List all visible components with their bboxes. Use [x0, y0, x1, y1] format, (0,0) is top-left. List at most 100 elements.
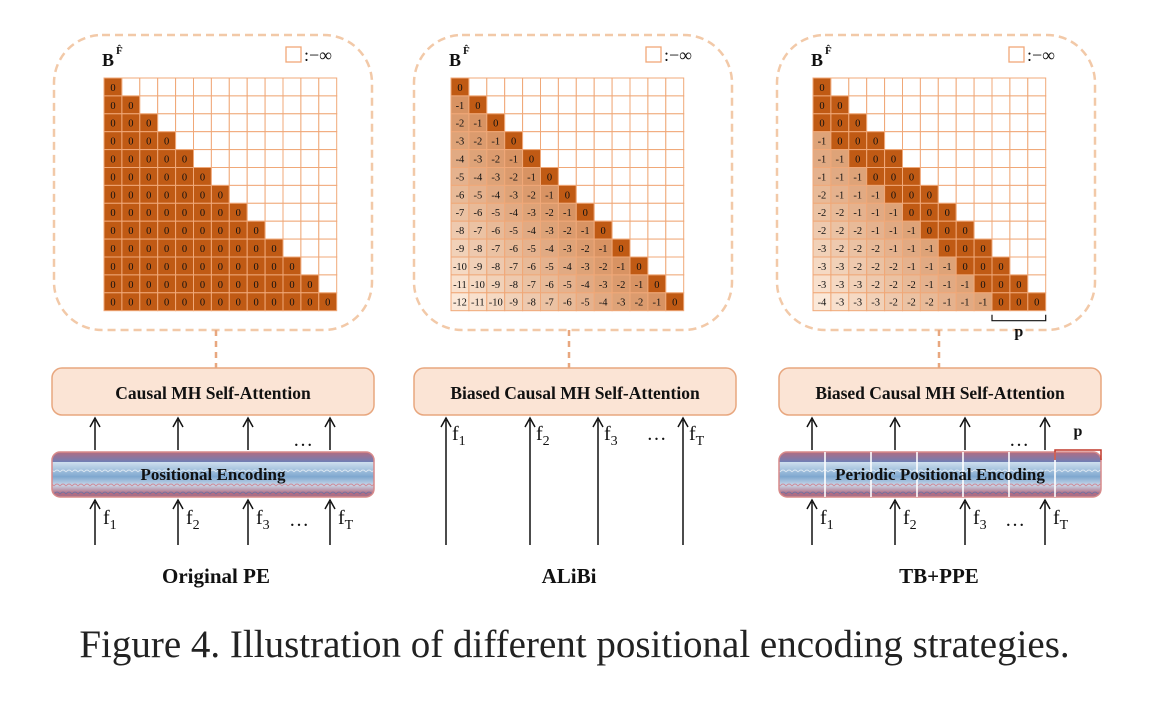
matrix-cell-value: 0 [618, 244, 623, 255]
matrix-cell-value: 0 [182, 208, 187, 219]
matrix-cell-masked [902, 77, 921, 97]
matrix-cell-masked [665, 274, 685, 294]
matrix-cell-value: 0 [891, 172, 896, 183]
matrix-cell-value: -9 [491, 280, 500, 291]
matrix-cell-masked [210, 95, 230, 115]
matrix-cell-value: 0 [182, 190, 187, 201]
matrix-container [52, 33, 374, 332]
matrix-cell-value: 0 [146, 154, 151, 165]
matrix-cell-masked [902, 131, 921, 151]
matrix-cell-masked [210, 149, 230, 169]
matrix-cell-masked [629, 184, 649, 204]
matrix-cell-value: -4 [456, 154, 465, 165]
matrix-cell-value: 0 [236, 280, 241, 291]
matrix-cell-value: 0 [236, 262, 241, 273]
matrix-cell-masked [318, 274, 338, 294]
matrix-cell-value: -8 [473, 244, 482, 255]
arrow-up-1-head [89, 416, 101, 428]
matrix-cell-value: -9 [473, 262, 482, 273]
matrix-cell-value: -7 [473, 226, 482, 237]
input-subscript: T [1060, 518, 1069, 533]
ellipsis-bottom: … [289, 509, 309, 531]
matrix-cell-value: -2 [871, 244, 880, 255]
bias-matrix: 0-1 0-2 -1 0-3 -2 -1 0-4 -3 -2 -1 0-5 -4 -3 -2 -1 0-6 -5… [450, 77, 685, 312]
matrix-container [412, 33, 734, 332]
matrix-cell-value: 0 [128, 137, 133, 148]
input-subscript: 2 [193, 518, 200, 533]
matrix-cell-masked [902, 149, 921, 169]
matrix-cell-masked [955, 149, 975, 169]
matrix-cell-value: 0 [980, 280, 985, 291]
matrix-cell-value: -1 [943, 280, 952, 291]
matrix-cell-value: -6 [473, 208, 482, 219]
matrix-cell-value: -2 [563, 226, 572, 237]
matrix-cell-value: 0 [218, 226, 223, 237]
matrix-cell-masked [157, 77, 177, 97]
period-label-encoding: p [1074, 423, 1083, 440]
matrix-cell-masked [1027, 131, 1047, 151]
matrix-cell-value: -1 [961, 298, 970, 309]
matrix-cell-value: -1 [635, 280, 644, 291]
input-subscript: 3 [611, 434, 618, 449]
matrix-cell-value: -1 [889, 244, 898, 255]
matrix-cell-value: 0 [909, 172, 914, 183]
matrix-cell-masked [228, 184, 248, 204]
matrix-cell-value: 0 [200, 208, 205, 219]
input-arrow-3-head [242, 498, 254, 510]
matrix-cell-value: 0 [583, 208, 588, 219]
matrix-cell-masked [540, 77, 559, 97]
matrix-cell-value: -3 [818, 280, 827, 291]
matrix-cell-value: 0 [819, 83, 824, 94]
matrix-title: B [102, 50, 114, 70]
matrix-cell-value: 0 [254, 280, 259, 291]
matrix-cell-value: 0 [200, 172, 205, 183]
arrow-up-2-head [889, 416, 901, 428]
input-subscript: 3 [980, 518, 987, 533]
matrix-cell-masked [1027, 202, 1047, 222]
matrix-cell-value: -9 [456, 244, 465, 255]
matrix-cell-masked [282, 113, 302, 133]
matrix-cell-value: 0 [182, 154, 187, 165]
matrix-cell-masked [973, 167, 993, 186]
matrix-cell-value: -1 [617, 262, 626, 273]
matrix-cell-masked [318, 256, 338, 276]
matrix-cell-value: -2 [545, 208, 554, 219]
matrix-cell-value: -7 [509, 262, 518, 273]
attention-label: Biased Causal MH Self-Attention [815, 383, 1065, 403]
matrix-cell-value: -2 [907, 280, 916, 291]
matrix-cell-masked [318, 202, 338, 222]
matrix-cell-value: -1 [925, 244, 934, 255]
matrix-cell-masked [318, 167, 338, 186]
matrix-cell-value: 0 [218, 208, 223, 219]
matrix-cell-masked [246, 167, 266, 186]
matrix-cell-masked [1027, 220, 1047, 240]
matrix-cell-value: -5 [473, 190, 482, 201]
matrix-cell-masked [647, 77, 667, 97]
matrix-cell-value: 0 [254, 226, 259, 237]
bias-matrix: 0 0 0 0 0 0 0 0 0 0 0 0 0 0 0 0 0 0 0 0 0 0 0 0 0 0 0 0 0 0 0 0 0 0 0 0 0 0 0 0… [103, 77, 338, 312]
matrix-cell-value: 0 [200, 262, 205, 273]
matrix-cell-value: -7 [456, 208, 465, 219]
matrix-cell-masked [647, 113, 667, 133]
matrix-cell-value: 0 [254, 298, 259, 309]
matrix-cell-value: 0 [271, 262, 276, 273]
figure-caption: Figure 4. Illustration of different posi… [79, 623, 1070, 666]
matrix-cell-masked [593, 149, 613, 169]
matrix-cell-value: -5 [563, 280, 572, 291]
matrix-cell-masked [866, 113, 886, 133]
matrix-cell-masked [629, 131, 649, 151]
matrix-cell-value: 0 [636, 262, 641, 273]
input-label-1: f1 [103, 507, 117, 533]
panel-label: Original PE [162, 564, 270, 588]
positional-encoding-bar [51, 451, 375, 498]
matrix-cell-value: -2 [889, 262, 898, 273]
matrix-cell-value: 0 [945, 244, 950, 255]
matrix-cell-masked [665, 131, 685, 151]
panel-original: B F̂:−∞00 00 0 00 0 0 00 0 0 0 00 0 0 0 0 00 0 0 0 0 0 00 0 0 0 0 0… [51, 33, 375, 588]
matrix-cell-masked [264, 202, 284, 222]
matrix-cell-value: 0 [200, 226, 205, 237]
matrix-cell-masked [522, 77, 541, 97]
matrix-cell-masked [647, 256, 667, 276]
matrix-cell-masked [210, 131, 230, 151]
matrix-cell-masked [264, 95, 284, 115]
